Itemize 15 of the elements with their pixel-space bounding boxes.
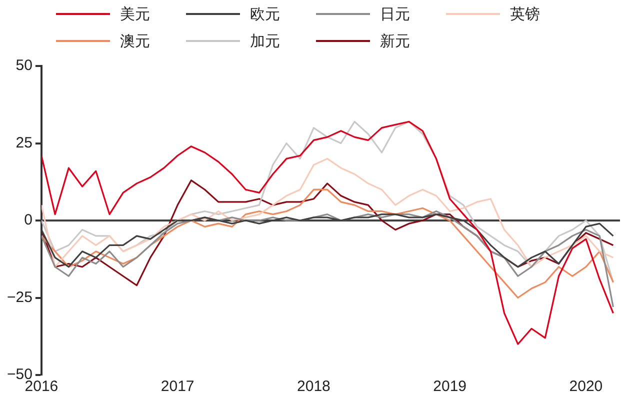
legend-label: 英镑 bbox=[510, 4, 540, 24]
legend-label: 澳元 bbox=[120, 32, 150, 50]
y-tick-label: 0 bbox=[24, 212, 32, 229]
legend-label: 美元 bbox=[120, 4, 150, 24]
y-tick-label: 50 bbox=[16, 57, 32, 74]
x-tick-label: 2020 bbox=[569, 378, 603, 396]
legend-label: 加元 bbox=[250, 32, 280, 50]
legend-label: 日元 bbox=[380, 4, 410, 24]
legend-label: 新元 bbox=[380, 32, 410, 50]
x-tick-label: 2018 bbox=[297, 378, 330, 396]
y-tick-label: −25 bbox=[6, 288, 32, 306]
x-tick-label: 2019 bbox=[433, 378, 467, 396]
legend-label: 欧元 bbox=[250, 4, 280, 24]
y-tick-label: 25 bbox=[16, 134, 32, 152]
x-tick-label: 2017 bbox=[160, 378, 194, 396]
